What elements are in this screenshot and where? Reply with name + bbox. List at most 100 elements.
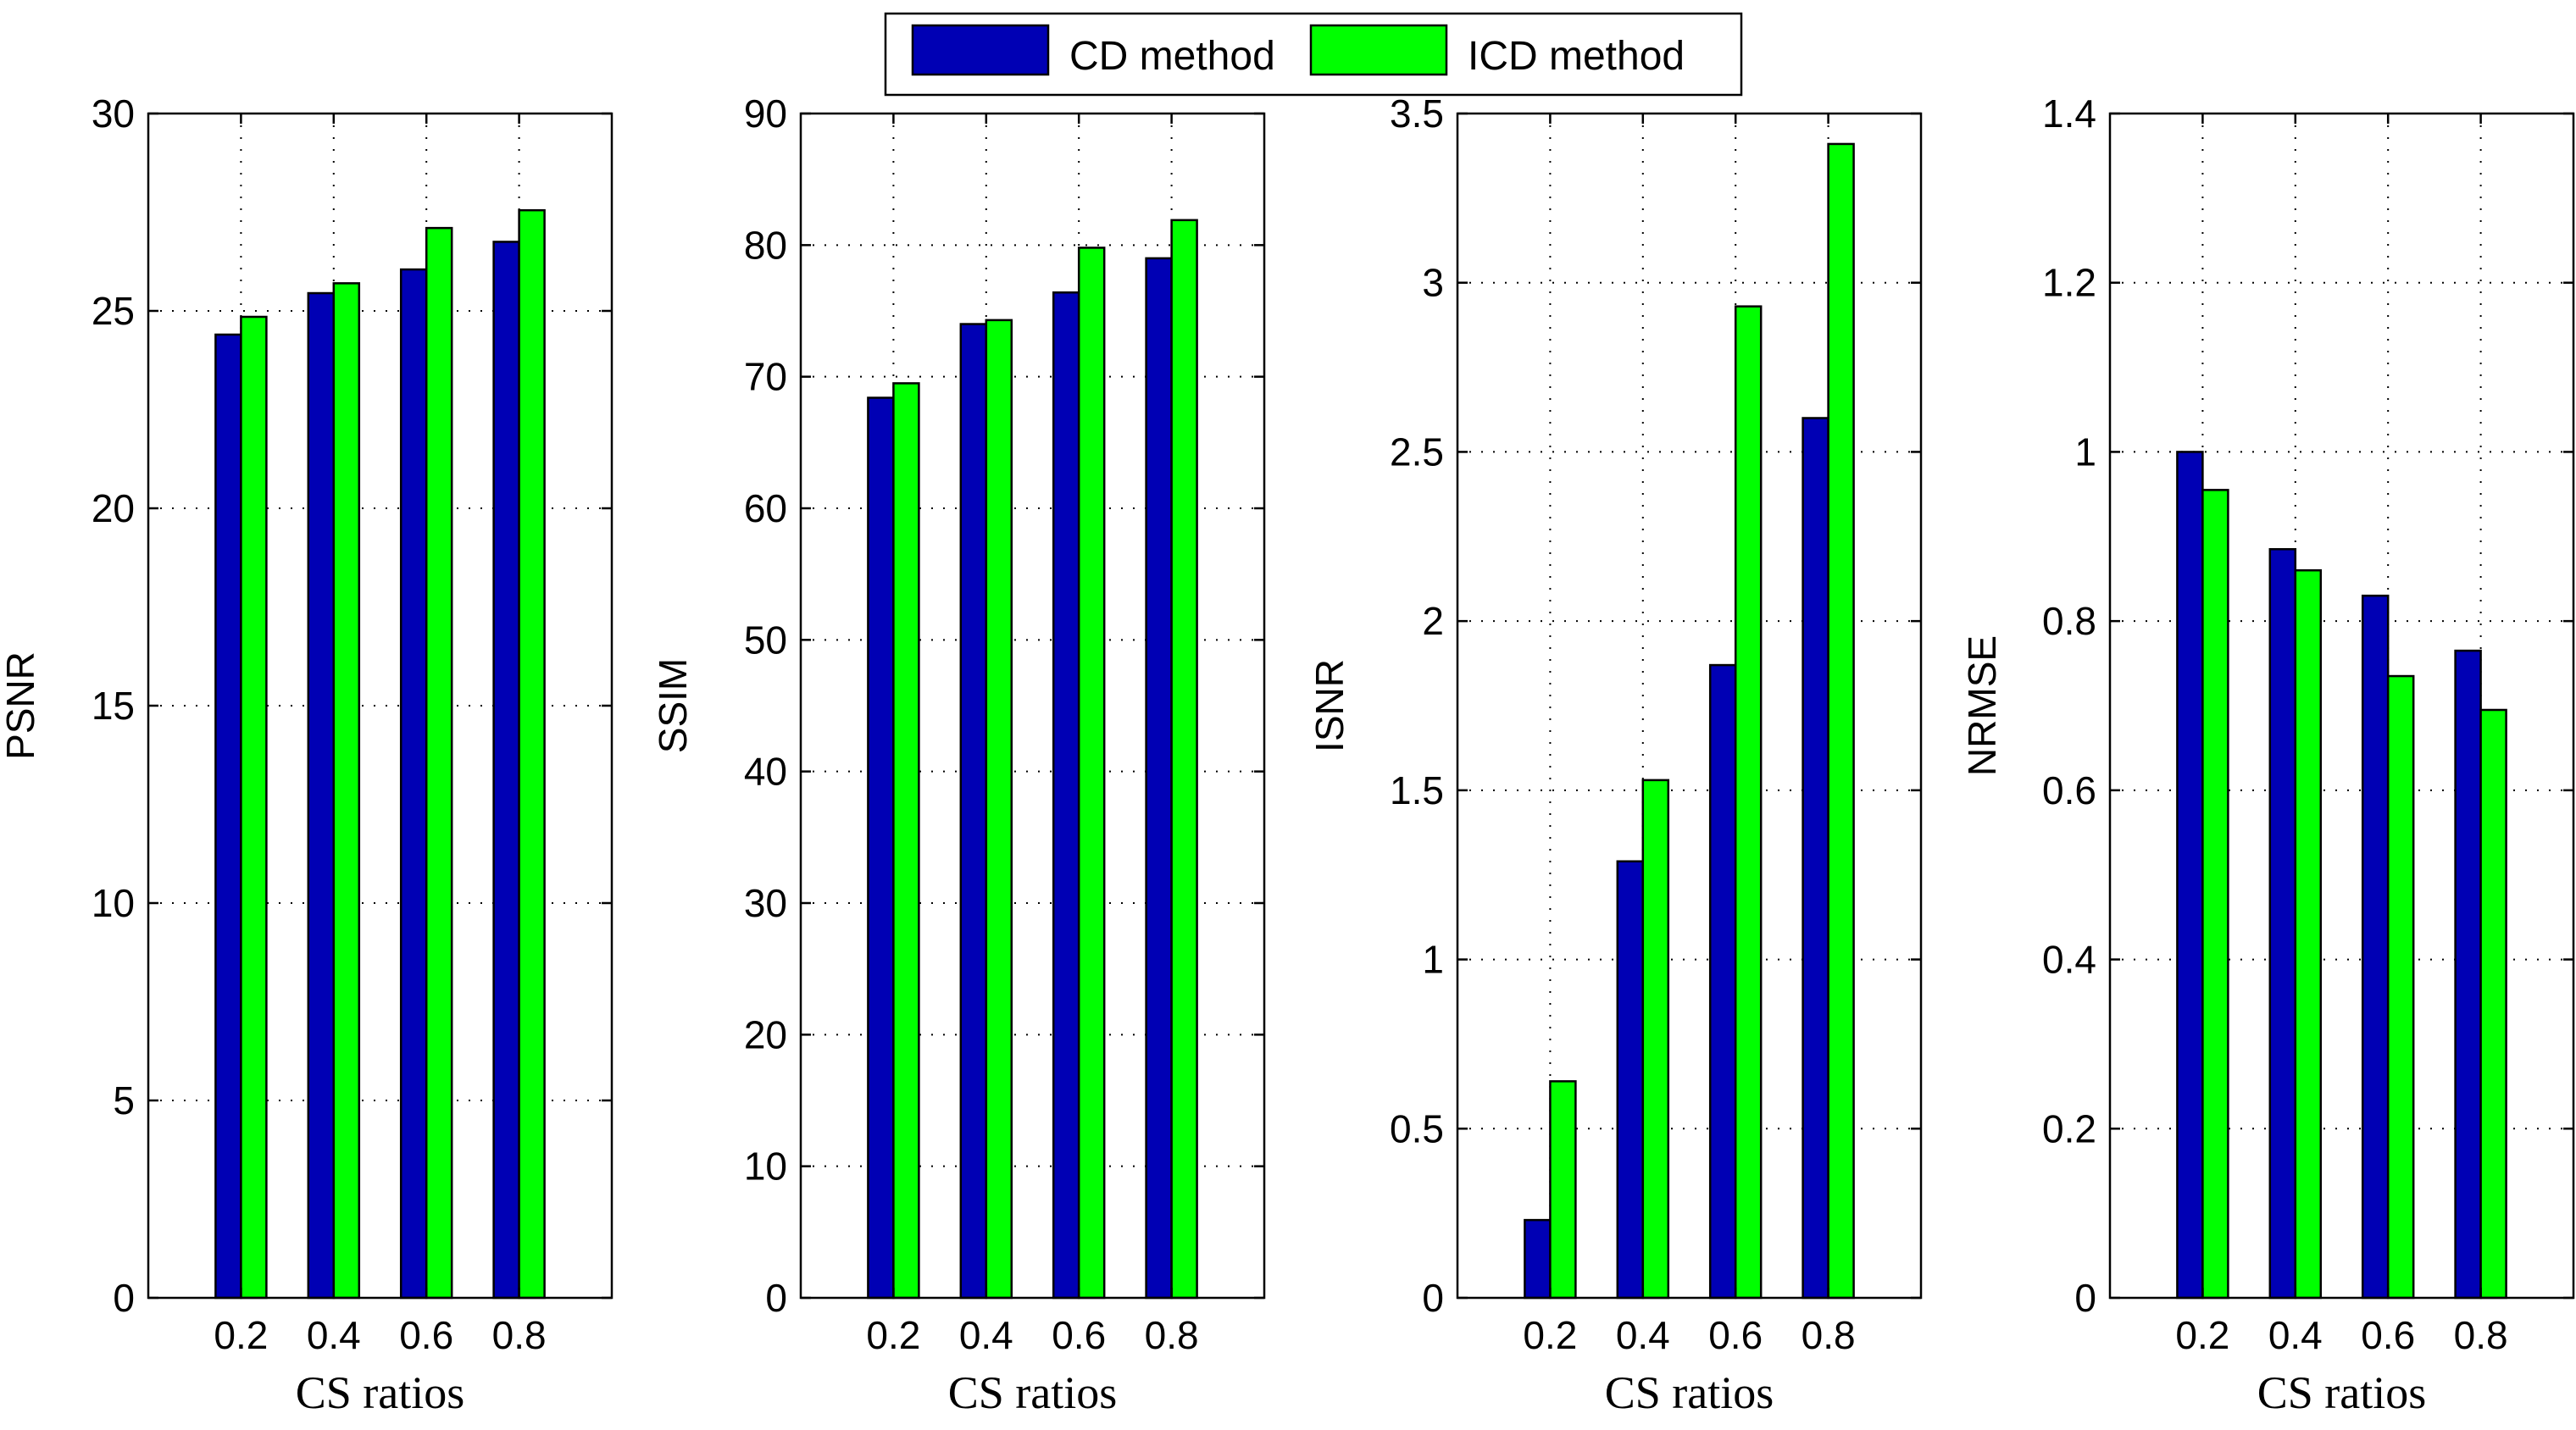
ytick-label: 1.4	[2042, 91, 2096, 136]
ytick-label: 70	[744, 355, 787, 399]
bar-icd-0.6	[1077, 247, 1106, 1300]
legend: CD method ICD method	[884, 12, 1743, 97]
ytick-label: 90	[744, 91, 787, 136]
ytick-label: 0.6	[2042, 768, 2096, 812]
ytick-label: 0.8	[2042, 599, 2096, 643]
ytick-label: 1.2	[2042, 261, 2096, 305]
y-axis-label: SSIM	[651, 658, 695, 753]
ytick-label: 15	[92, 684, 135, 728]
bar-icd-0.6	[425, 226, 453, 1300]
ytick-label: 0.2	[2042, 1106, 2096, 1150]
legend-label-cd: CD method	[1069, 34, 1275, 79]
bar-icd-0.2	[240, 315, 268, 1300]
xtick-label: 0.4	[1616, 1313, 1670, 1357]
xtick-label: 0.8	[2454, 1313, 2508, 1357]
bar-cd-0.2	[1524, 1218, 1552, 1300]
chart-nrmse: 0 0.2 0.4 0.6 0.8 1 1.2 1.4 0.2 0.4 0.6 0.8 CS ratio…	[1960, 91, 2575, 1418]
bar-cd-0.2	[2176, 451, 2204, 1300]
chart-ssim: 0 10 20 30 40 50 60 70 80 90 0.2 0.4 0.6 0.8 CS ratios…	[651, 91, 1266, 1418]
bar-cd-0.8	[1802, 417, 1829, 1300]
bar-icd-0.4	[2294, 568, 2323, 1300]
ytick-label: 10	[92, 881, 135, 925]
ytick-label: 0.5	[1390, 1106, 1444, 1150]
bar-icd-0.4	[1641, 779, 1670, 1300]
bar-cd-0.6	[1052, 291, 1080, 1300]
legend-swatch-cd	[911, 24, 1050, 76]
x-axis-label: CS ratios	[1605, 1367, 1774, 1418]
xtick-label: 0.2	[866, 1313, 920, 1357]
xtick-label: 0.8	[1802, 1313, 1856, 1357]
legend-swatch-icd	[1309, 24, 1448, 76]
ytick-label: 2.5	[1390, 430, 1444, 474]
ytick-label: 1.5	[1390, 768, 1444, 812]
bar-cd-0.4	[1616, 860, 1645, 1300]
ytick-label: 25	[92, 289, 135, 333]
x-axis-label: CS ratios	[296, 1367, 465, 1418]
xtick-label: 0.4	[959, 1313, 1013, 1357]
bar-cd-0.4	[959, 323, 988, 1300]
axes-box	[2108, 112, 2575, 1300]
ytick-label: 3	[1422, 261, 1444, 305]
xtick-label: 0.6	[2361, 1313, 2415, 1357]
xtick-label: 0.6	[1708, 1313, 1763, 1357]
y-axis-label: PSNR	[0, 651, 42, 760]
bar-cd-0.6	[399, 268, 428, 1300]
bar-cd-0.8	[492, 241, 520, 1300]
ytick-label: 30	[92, 91, 135, 136]
bar-cd-0.4	[2268, 548, 2297, 1300]
y-axis-label: NRMSE	[1960, 635, 2004, 776]
bar-cd-0.2	[867, 396, 895, 1300]
x-axis-label: CS ratios	[948, 1367, 1118, 1418]
bar-icd-0.4	[985, 319, 1013, 1300]
ytick-label: 1	[2074, 430, 2096, 474]
bar-icd-0.8	[1170, 219, 1198, 1300]
bar-icd-0.6	[2386, 674, 2415, 1300]
bar-cd-0.2	[214, 333, 242, 1300]
ytick-label: 20	[92, 486, 135, 530]
xtick-label: 0.6	[399, 1313, 453, 1357]
bar-icd-0.2	[2201, 489, 2229, 1300]
legend-label-icd: ICD method	[1468, 34, 1685, 79]
bar-icd-0.2	[892, 382, 920, 1300]
xtick-label: 0.4	[307, 1313, 361, 1357]
ytick-label: 60	[744, 486, 787, 530]
chart-psnr: 0 5 10 15 20 25 30 0.2 0.4 0.6 0.8 CS ratios PSNR	[0, 91, 613, 1418]
axes-box	[799, 112, 1266, 1300]
bar-cd-0.8	[2454, 649, 2482, 1300]
bar-icd-0.8	[1827, 142, 1855, 1300]
bar-cd-0.8	[1145, 257, 1173, 1300]
ytick-label: 80	[744, 223, 787, 267]
ytick-label: 10	[744, 1145, 787, 1189]
bar-icd-0.4	[332, 282, 361, 1300]
ytick-label: 3.5	[1390, 91, 1444, 136]
ytick-label: 0	[1422, 1276, 1444, 1320]
bar-icd-0.2	[1549, 1080, 1577, 1300]
ytick-label: 30	[744, 881, 787, 925]
bar-cd-0.6	[1708, 663, 1737, 1300]
ytick-label: 1	[1422, 938, 1444, 982]
ytick-label: 50	[744, 618, 787, 662]
xtick-label: 0.4	[2268, 1313, 2323, 1357]
bar-cd-0.6	[2361, 594, 2390, 1300]
chart-isnr: 0 0.5 1 1.5 2 2.5 3 3.5 0.2 0.4 0.6 0.8 CS ratios ISN…	[1307, 91, 1923, 1418]
xtick-label: 0.6	[1052, 1313, 1106, 1357]
ytick-label: 5	[113, 1078, 135, 1122]
axes-box	[1456, 112, 1923, 1300]
ytick-label: 0.4	[2042, 938, 2096, 982]
x-axis-label: CS ratios	[2257, 1367, 2427, 1418]
ytick-label: 20	[744, 1012, 787, 1056]
ytick-label: 0	[2074, 1276, 2096, 1320]
bar-icd-0.8	[518, 208, 546, 1300]
bar-icd-0.6	[1734, 305, 1763, 1300]
bar-cd-0.4	[307, 291, 336, 1300]
y-axis-label: ISNR	[1307, 659, 1352, 752]
bar-icd-0.8	[2479, 708, 2507, 1300]
ytick-label: 40	[744, 750, 787, 794]
xtick-label: 0.2	[2175, 1313, 2229, 1357]
xtick-label: 0.2	[1523, 1313, 1577, 1357]
xtick-label: 0.2	[214, 1313, 268, 1357]
ytick-label: 2	[1422, 599, 1444, 643]
xtick-label: 0.8	[1145, 1313, 1199, 1357]
